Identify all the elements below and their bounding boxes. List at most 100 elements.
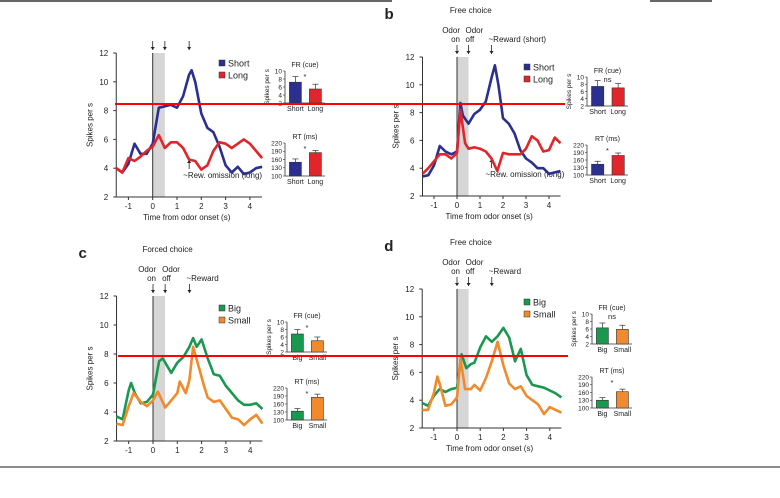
inset-y-tick-label: 190 (271, 149, 282, 156)
x-tick-label: 2 (199, 446, 204, 455)
inset-y-tick-label: 160 (271, 157, 282, 164)
y-tick-label: 10 (100, 321, 109, 330)
x-tick-label: -1 (430, 201, 438, 210)
event-arrowhead (489, 283, 494, 286)
legend-swatch-small (523, 310, 531, 318)
inset-y-tick-label: 8 (585, 319, 589, 326)
bar-short (289, 161, 302, 177)
event-arrowhead (489, 51, 494, 54)
event-label: on (451, 267, 460, 276)
x-tick-label: 3 (524, 433, 529, 442)
inset-y-tick-label: 130 (578, 398, 589, 405)
inset-category-label: Long (610, 178, 626, 185)
inset-title: RT (ms) (595, 136, 620, 143)
inset-y-tick-label: 2 (580, 103, 584, 110)
x-tick-label: 4 (248, 202, 253, 211)
event-arrowhead (162, 47, 167, 50)
inset-y-tick-label: 220 (573, 142, 584, 149)
event-label: Odor (466, 258, 484, 267)
inset-category-label: Short (589, 178, 606, 185)
event-arrowhead (187, 47, 192, 50)
bar-short (591, 163, 605, 176)
inset-category-label: Big (597, 347, 607, 354)
event-label: Odor (162, 265, 180, 274)
bar-long (309, 88, 322, 104)
y-tick-label: 2 (104, 193, 109, 202)
x-tick-label: 4 (547, 201, 552, 210)
inset-category-label: Small (309, 355, 327, 362)
panel-label: b (385, 6, 394, 23)
x-axis-label: Time from odor onset (s) (446, 444, 534, 453)
inset-y-tick-label: 100 (578, 405, 589, 412)
event-arrowhead (163, 290, 168, 293)
series-line-big (421, 326, 563, 408)
inset-y-tick-label: 190 (573, 150, 584, 157)
bar-long (611, 87, 625, 107)
x-tick-label: 4 (248, 446, 253, 455)
inset-category-label: Short (287, 106, 304, 113)
y-tick-label: 10 (99, 78, 108, 87)
inset-y-tick-label: 160 (573, 157, 584, 164)
inset-y-axis-label: Spikes per s (566, 73, 573, 110)
event-arrowhead (466, 51, 471, 54)
legend-swatch-big (218, 304, 226, 312)
panel-title: Free choice (450, 238, 492, 247)
inset-y-tick-label: 220 (273, 385, 284, 392)
legend-swatch-short (523, 63, 531, 71)
inset-category-label: Big (292, 423, 302, 430)
odor-window-shading (152, 53, 165, 197)
event-label: Odor (466, 26, 484, 35)
inset-category-label: Big (597, 411, 607, 418)
panel-title: Forced choice (142, 245, 193, 254)
event-label: off (466, 267, 476, 276)
event-label: Odor (442, 26, 460, 35)
x-tick-label: 2 (501, 201, 506, 210)
event-arrowhead (455, 283, 459, 286)
bar-big (596, 327, 609, 345)
inset-y-tick-label: 160 (578, 390, 589, 397)
significance-marker: ns (604, 75, 612, 84)
panel-title: Free choice (450, 6, 492, 15)
y-axis-label: Spikes per s (86, 346, 95, 390)
bar-small (616, 391, 629, 409)
x-tick-label: 1 (175, 446, 180, 455)
event-arrowhead (150, 47, 155, 50)
y-tick-label: 2 (104, 437, 109, 446)
y-tick-label: 6 (410, 368, 415, 377)
legend-label: Big (228, 304, 241, 314)
legend-label: Short (533, 63, 555, 73)
inset-y-axis-label: Spikes per s (266, 318, 273, 355)
inset-category-label: Small (309, 423, 327, 430)
series-line-long (421, 108, 562, 175)
event-label: Odor (138, 265, 156, 274)
legend-label: Long (533, 75, 553, 85)
omission-arrowhead (187, 160, 192, 163)
x-tick-label: 0 (151, 446, 156, 455)
y-tick-label: 12 (405, 285, 414, 294)
y-tick-label: 12 (406, 53, 415, 62)
x-tick-label: 1 (478, 433, 483, 442)
inset-category-label: Small (614, 347, 632, 354)
inset-title: FR (cue) (291, 62, 318, 69)
legend-label: Big (533, 298, 546, 308)
event-label: ~Reward (short) (489, 35, 547, 44)
event-label: ~Reward (489, 267, 521, 276)
x-tick-label: 4 (548, 433, 553, 442)
inset-category-label: Long (610, 109, 626, 116)
inset-category-label: Short (287, 179, 304, 186)
x-tick-label: -1 (125, 446, 133, 455)
y-tick-label: 4 (104, 164, 109, 173)
x-tick-label: -1 (430, 433, 438, 442)
omission-label: ~Rew. omission (long) (486, 170, 565, 179)
panel-label: d (384, 238, 393, 255)
y-tick-label: 8 (410, 109, 415, 118)
y-tick-label: 6 (104, 135, 109, 144)
y-tick-label: 4 (104, 408, 109, 417)
inset-y-tick-label: 4 (280, 342, 284, 349)
inset-y-tick-label: 10 (582, 311, 590, 318)
inset-y-tick-label: 4 (585, 334, 589, 341)
x-axis-label: Time from odor onset (s) (143, 213, 231, 222)
